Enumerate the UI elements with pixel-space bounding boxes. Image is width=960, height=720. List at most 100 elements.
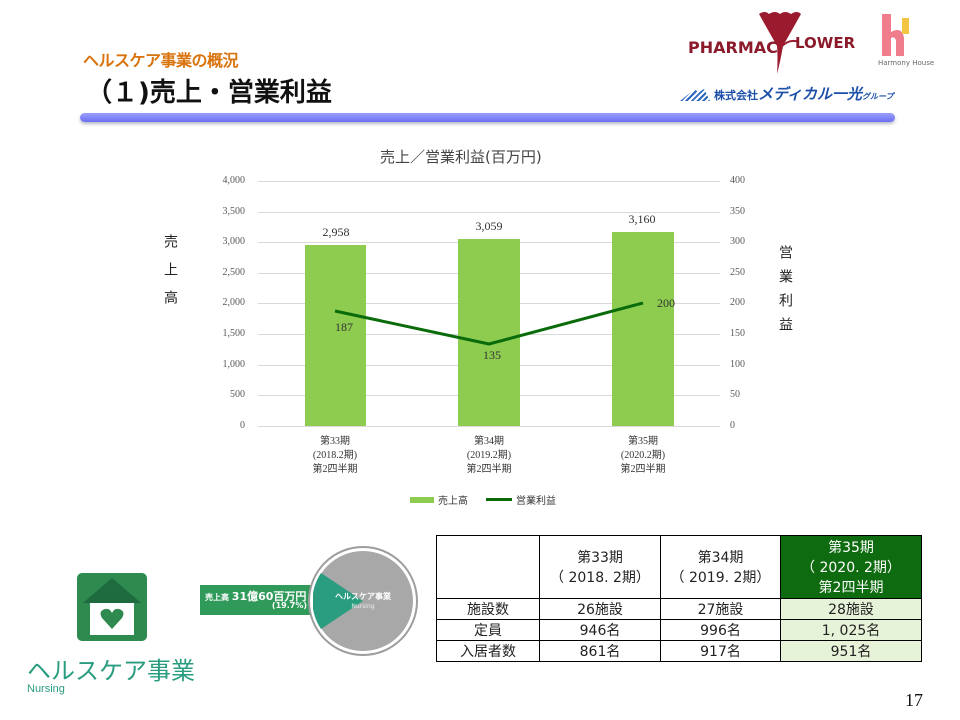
row-label: 施設数 [436, 598, 540, 620]
ytick-right: 400 [730, 175, 745, 186]
sales-bars [305, 232, 674, 426]
header-line: （ 2019. 2期） [670, 570, 771, 586]
table-row: 施設数 26施設 27施設 28施設 [436, 598, 922, 620]
ytick-right: 100 [730, 359, 745, 370]
pharmacy-logo-text: PHARMAC [688, 38, 778, 57]
segment-sales-flag: 売上高 31億60百万円 (19.7%) [200, 585, 315, 615]
title-underline [80, 113, 895, 122]
x-category-label: 第34期 (2019.2期) 第2四半期 [434, 435, 544, 477]
table-cell: 1, 025名 [780, 619, 922, 641]
line-data-label: 135 [483, 348, 501, 362]
ytick-right: 150 [730, 328, 745, 339]
legend-label-profit: 営業利益 [516, 496, 556, 507]
x-label-line: 第2四半期 [312, 464, 358, 475]
legend-swatch-bar-icon [410, 496, 434, 503]
medical-group-logo: 株式会社メディカル一光グループ [680, 83, 893, 104]
ytick-left: 0 [240, 420, 245, 431]
flower-logo-text: LOWER [795, 34, 856, 52]
x-label-line: 第34期 [474, 436, 504, 447]
segment-name-jp: ヘルスケア事業 [27, 657, 195, 685]
flower-logo-icon [759, 12, 801, 74]
chart-legend: 売上高 営業利益 [410, 492, 556, 507]
line-data-label: 187 [335, 320, 353, 334]
bar-34 [458, 239, 520, 426]
ytick-left: 1,000 [222, 359, 246, 370]
chart-title: 売上／営業利益(百万円) [380, 148, 542, 166]
section-subtitle: ヘルスケア事業の概況 [83, 51, 239, 70]
table-row: 定員 946名 996名 1, 025名 [436, 619, 922, 641]
table-header-35: 第35期 （ 2020. 2期） 第2四半期 [780, 535, 922, 599]
header-line: （ 2018. 2期） [550, 570, 650, 586]
operating-profit-line [334, 301, 644, 346]
header-line: 第34期 [697, 550, 744, 566]
x-label-line: (2018.2期) [312, 450, 358, 461]
segment-name-en: Nursing [27, 683, 65, 695]
header-line: 第33期 [577, 550, 623, 566]
ytick-left: 3,000 [222, 236, 246, 247]
table-cell: 28施設 [780, 598, 922, 620]
ytick-right: 0 [730, 420, 735, 431]
row-label: 入居者数 [436, 640, 540, 662]
legend-label-sales: 売上高 [438, 496, 468, 507]
medical-group-text: グループ [861, 92, 894, 101]
header-line: 第2四半期 [818, 580, 884, 596]
ytick-left: 3,500 [222, 206, 246, 217]
bar-data-label: 2,958 [322, 225, 350, 239]
table-cell: 26施設 [539, 598, 661, 620]
medical-company-text: 株式会社 [714, 89, 758, 102]
x-label-line: 第2四半期 [466, 464, 512, 475]
bar-data-label: 3,160 [628, 212, 656, 226]
y-axis-left-title: 売上高 [162, 234, 178, 318]
ytick-right: 350 [730, 206, 745, 217]
ytick-left: 2,000 [222, 297, 246, 308]
harmony-house-logo-icon [882, 14, 909, 56]
table-corner-cell [436, 535, 540, 599]
table-row: 入居者数 861名 917名 951名 [436, 640, 922, 662]
sales-flag-value: 31億60百万円 [231, 590, 307, 603]
bar-35 [612, 232, 674, 426]
y-axis-right-title: 営業利益 [777, 245, 793, 341]
ytick-right: 200 [730, 297, 745, 308]
ytick-left: 1,500 [222, 328, 246, 339]
header-line: （ 2020. 2期） [801, 560, 901, 576]
pie-label-jp: ヘルスケア事業 [335, 592, 391, 601]
harmony-house-logo-text: Harmony House [878, 59, 935, 67]
sales-flag-share: (19.7%) [271, 601, 307, 610]
bar-33 [305, 245, 366, 426]
x-category-label: 第33期 (2018.2期) 第2四半期 [280, 435, 390, 477]
legend-swatch-line-icon [486, 498, 512, 501]
x-label-line: 第33期 [320, 436, 350, 447]
x-label-line: 第2四半期 [620, 464, 666, 475]
ytick-left: 4,000 [222, 175, 246, 186]
x-label-line: (2019.2期) [466, 450, 512, 461]
page-title: （１)売上・営業利益 [86, 78, 332, 108]
sales-flag-label: 売上高 [205, 593, 229, 602]
table-cell: 917名 [660, 640, 781, 662]
page-number: 17 [905, 690, 923, 710]
table-cell: 946名 [539, 619, 661, 641]
row-label: 定員 [436, 619, 540, 641]
x-label-line: (2020.2期) [620, 450, 666, 461]
ytick-left: 2,500 [222, 267, 246, 278]
pie-label-en: Nursing [351, 603, 375, 610]
facility-stats-table: 第33期 （ 2018. 2期） 第34期 （ 2019. 2期） 第35期 （… [436, 535, 922, 662]
table-cell: 861名 [539, 640, 661, 662]
header-line: 第35期 [828, 540, 874, 556]
table-header-34: 第34期 （ 2019. 2期） [660, 535, 781, 599]
bar-data-label: 3,059 [475, 219, 503, 233]
x-label-line: 第35期 [628, 436, 658, 447]
nursing-house-heart-icon [77, 573, 147, 641]
x-category-label: 第35期 (2020.2期) 第2四半期 [588, 435, 698, 477]
ytick-right: 300 [730, 236, 745, 247]
line-data-label: 200 [657, 296, 675, 310]
ytick-left: 500 [230, 389, 245, 400]
table-header-33: 第33期 （ 2018. 2期） [539, 535, 661, 599]
table-cell: 951名 [780, 640, 922, 662]
ytick-right: 50 [730, 389, 740, 400]
ytick-right: 250 [730, 267, 745, 278]
table-cell: 996名 [660, 619, 781, 641]
medical-name-text: メディカル一光 [758, 85, 862, 103]
table-cell: 27施設 [660, 598, 781, 620]
segment-share-pie: ヘルスケア事業 Nursing [310, 548, 416, 654]
